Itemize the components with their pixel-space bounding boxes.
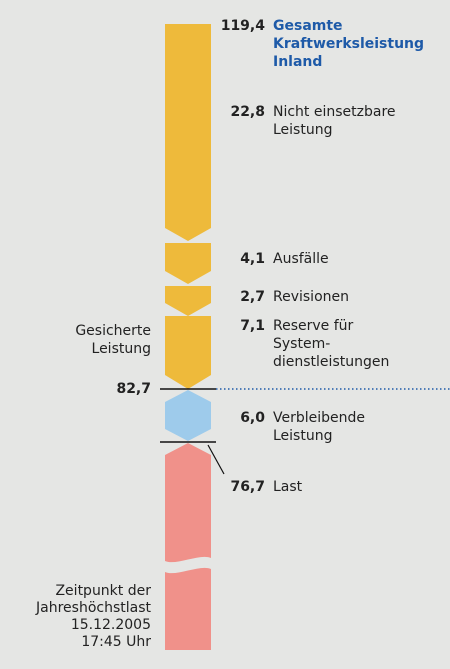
- total-capacity-label-2: Kraftwerksleistung: [273, 36, 425, 52]
- remaining-value: 6,0: [240, 410, 265, 426]
- block-reserve: [165, 316, 211, 389]
- peak-time-label-1: Zeitpunkt der: [55, 583, 151, 599]
- non-usable-label-1: Nicht einsetzbare: [273, 104, 396, 120]
- secured-capacity-label-1: Gesicherte: [75, 323, 151, 339]
- secured-capacity-value: 82,7: [116, 381, 151, 397]
- peak-time-label-2: Jahreshöchstlast: [36, 600, 151, 616]
- outages-label: Ausfälle: [273, 251, 329, 267]
- block-remaining-capacity: [165, 390, 211, 441]
- peak-time-clock: 17:45 Uhr: [81, 634, 151, 650]
- peak-time-date: 15.12.2005: [70, 617, 151, 633]
- reserve-label-1: Reserve für: [273, 318, 354, 334]
- block-load-lower: [165, 567, 211, 650]
- remaining-label-2: Leistung: [273, 428, 333, 444]
- reserve-label-2: System-: [273, 336, 331, 352]
- block-outages: [165, 243, 211, 284]
- total-capacity-label-3: Inland: [273, 54, 323, 70]
- revisions-value: 2,7: [240, 289, 265, 305]
- block-load-upper: [165, 443, 211, 563]
- total-capacity-value: 119,4: [220, 18, 265, 34]
- total-capacity-label-1: Gesamte: [273, 18, 343, 34]
- secured-capacity-label-2: Leistung: [91, 341, 151, 357]
- revisions-label: Revisionen: [273, 289, 349, 305]
- non-usable-label-2: Leistung: [273, 122, 333, 138]
- reserve-label-3: dienstleistungen: [273, 354, 390, 370]
- load-value: 76,7: [230, 479, 265, 495]
- outages-value: 4,1: [240, 251, 265, 267]
- load-label: Last: [273, 479, 303, 495]
- block-non-usable-capacity: [165, 24, 211, 241]
- non-usable-value: 22,8: [230, 104, 265, 120]
- reserve-value: 7,1: [240, 318, 265, 334]
- load-leader-line: [207, 444, 225, 475]
- block-revisions: [165, 286, 211, 316]
- remaining-label-1: Verbleibende: [273, 410, 366, 426]
